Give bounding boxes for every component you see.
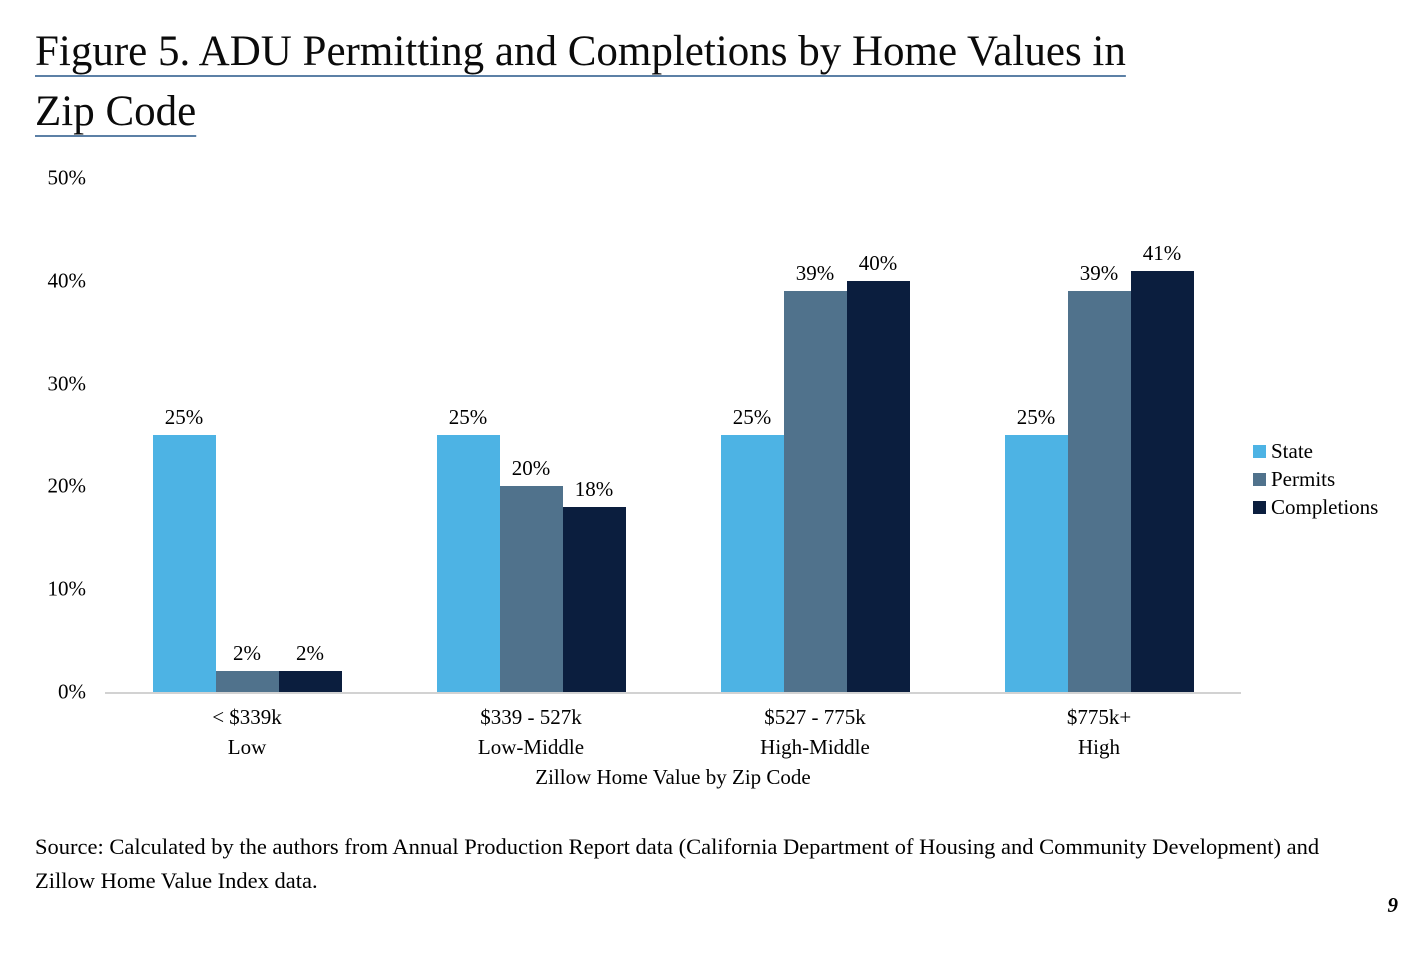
legend-swatch-state [1253,444,1266,458]
bar-permits [1067,291,1131,692]
x-category-range: $527 - 775k [764,705,866,729]
x-category-label: $775k+ High [1067,702,1131,762]
figure-title: Figure 5. ADU Permitting and Completions… [35,22,1126,142]
x-axis-line [105,692,1241,694]
bar-permits [215,671,279,692]
y-tick-label: 40% [47,268,87,293]
x-category-range: $339 - 527k [480,705,582,729]
bar-value-label: 25% [164,405,204,429]
bar-value-label: 39% [795,261,835,286]
bar-completions [278,671,342,692]
y-tick-label: 20% [47,473,87,498]
legend-label: Permits [1271,467,1336,491]
bar-permits [783,291,847,692]
bar-value-label: 40% [858,250,898,275]
x-category-tier: High-Middle [760,735,870,759]
figure-title-line1: Figure 5. ADU Permitting and Completions… [35,28,1126,75]
figure-title-line2: Zip Code [35,88,197,135]
bar-completions [1130,270,1194,692]
x-category-tier: High [1078,735,1120,759]
source-note: Source: Calculated by the authors from A… [35,834,1320,893]
y-tick-label: 30% [47,371,87,396]
bar-state [720,435,784,692]
legend-item: Permits [1253,465,1378,493]
bar-value-label: 41% [1142,240,1182,265]
bar-value-label: 18% [574,476,614,501]
bar-completions [846,280,910,692]
bar-completions [562,506,626,692]
bar-permits [499,486,563,692]
bar-value-label: 2% [233,641,261,666]
legend-swatch-completions [1253,500,1266,514]
x-category-label: $339 - 527k Low-Middle [478,702,584,762]
bar-value-label: 20% [511,456,551,481]
chart-legend: State Permits Completions [1253,437,1378,521]
x-category-label: < $339k Low [212,702,282,762]
bar-value-label: 25% [448,405,488,429]
legend-label: State [1271,439,1313,463]
y-tick-label: 10% [47,576,87,601]
legend-swatch-permits [1253,472,1266,486]
x-category-tier: Low [227,735,267,759]
x-axis-title: Zillow Home Value by Zip Code [535,765,811,789]
x-category-range: $775k+ [1066,705,1132,729]
bar-value-label: 39% [1079,261,1119,286]
page-number: 9 [1387,893,1399,917]
x-category-range: < $339k [212,705,282,729]
y-tick-label: 0% [58,679,86,704]
bar-value-label: 25% [732,405,772,429]
bar-state [1004,435,1068,692]
y-tick-label: 50% [47,165,87,190]
bar-value-label: 25% [1016,405,1056,429]
legend-item: Completions [1253,493,1378,521]
x-category-tier: Low-Middle [477,735,585,759]
legend-label: Completions [1271,495,1379,519]
bar-value-label: 2% [296,641,324,666]
legend-item: State [1253,437,1378,465]
x-category-label: $527 - 775k High-Middle [760,702,870,762]
bar-state [152,435,216,692]
bar-state [436,435,500,692]
